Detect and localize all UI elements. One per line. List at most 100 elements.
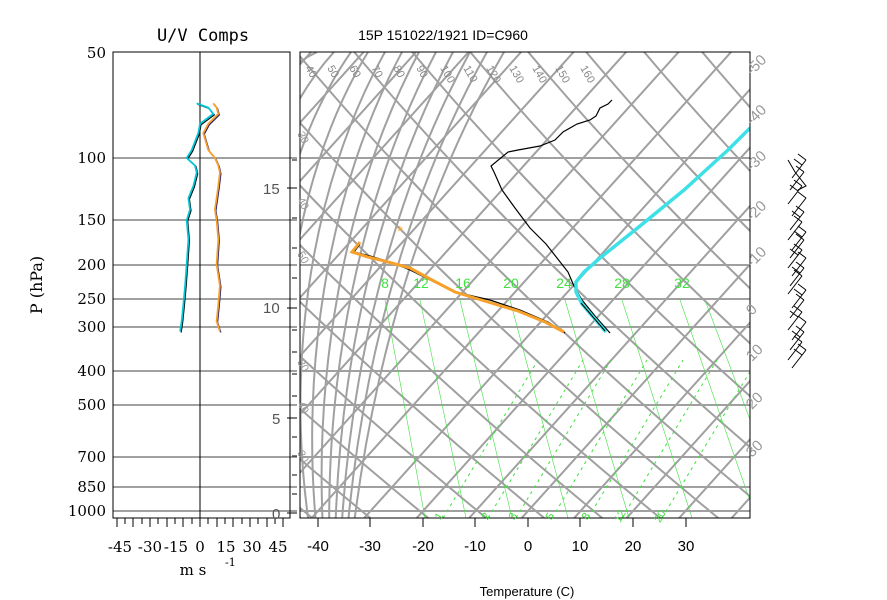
mixing-ratio-line <box>419 299 467 518</box>
lower-mix-label-8: 8 <box>580 511 593 522</box>
p-label-850: 850 <box>77 478 106 496</box>
temp-label-m10: -10 <box>464 538 486 555</box>
barb-staff <box>791 197 807 217</box>
p-label-50: 50 <box>87 44 106 62</box>
barb-staff <box>791 321 807 341</box>
isotherm <box>300 52 628 416</box>
barb-flag <box>797 251 807 259</box>
barb-staff <box>787 311 803 331</box>
theta-arc <box>320 52 420 518</box>
mixing-label-24: 24 <box>556 275 572 291</box>
dry-adiabat <box>352 52 750 449</box>
theta-label-130: 130 <box>506 64 526 86</box>
theta-arc <box>300 52 369 518</box>
skewt-profiles <box>349 99 750 334</box>
mixing-ratio-line <box>564 299 630 518</box>
barb-staff <box>789 239 805 259</box>
theta-label-60: 60 <box>346 64 363 81</box>
isotherm <box>300 52 418 183</box>
barb-flag <box>795 293 805 301</box>
theta-label-80: 80 <box>390 64 407 81</box>
uv-x-labels: -45 -30 -15 0 15 30 45 <box>108 538 288 556</box>
uv-x-label-30: 30 <box>242 538 261 556</box>
temp-ticks <box>317 518 687 527</box>
dry-adiabat <box>300 54 750 498</box>
theta-label-90: 90 <box>413 64 430 81</box>
saturated-mix-line <box>661 370 750 518</box>
uv-xlabel-exponent: -1 <box>225 556 236 569</box>
skewt-frame <box>299 51 751 519</box>
uv-series-1-shadow <box>203 103 222 333</box>
mixing-ratio-line <box>679 299 750 502</box>
lower-mix-label-1: 1 <box>433 511 446 522</box>
height-label-15: 15 <box>263 181 280 198</box>
p-label-200: 200 <box>77 256 106 274</box>
mixing-label-8: 8 <box>381 275 389 291</box>
mixing-label-32: 32 <box>674 275 690 291</box>
mixing-ratio-line <box>509 299 569 518</box>
barb-flag <box>793 269 803 277</box>
barb-staff <box>791 349 807 369</box>
barb-flag <box>789 248 799 256</box>
dry-adiabat <box>300 243 604 518</box>
mixing-ratio-labels: 8 12 16 20 24 28 32 <box>381 275 690 291</box>
uv-series-0 <box>179 102 215 332</box>
barb-staff <box>789 211 805 231</box>
dry-adiabat <box>833 0 887 560</box>
isotherm <box>300 52 523 300</box>
dry-adiabat <box>300 457 372 518</box>
mixing-ratio-line <box>384 299 426 518</box>
dry-adiabat <box>642 52 750 173</box>
barb-flag <box>793 335 803 343</box>
barb-flag <box>797 283 807 291</box>
barb-staff <box>789 331 805 351</box>
temp-label-10: 10 <box>572 538 589 555</box>
lower-mix-label-20: 20 <box>652 508 669 525</box>
uv-x-label-15: 15 <box>216 538 235 556</box>
barb-flag <box>793 215 803 223</box>
mixing-ratio-line <box>459 299 513 518</box>
dry-adiabat <box>526 52 750 290</box>
uv-profiles <box>179 102 222 333</box>
dry-adiabat <box>775 0 887 560</box>
barb-flag <box>793 158 803 166</box>
uv-pressure-grid <box>113 157 297 512</box>
temp-label-20: 20 <box>625 538 642 555</box>
temp-label-0: 0 <box>524 538 532 555</box>
side-label-0: 30 <box>294 130 311 147</box>
isotherm <box>625 379 750 518</box>
height-labels: 15 10 5 0 <box>263 181 280 523</box>
dry-adiabat <box>717 0 887 560</box>
uv-xlabel: m s <box>180 561 207 579</box>
side-label-4: 40 <box>294 400 311 417</box>
isotherm <box>415 146 750 518</box>
p-label-300: 300 <box>77 318 106 336</box>
theta-arc <box>300 52 335 101</box>
barb-flag <box>793 243 803 251</box>
p-label-700: 700 <box>77 448 106 466</box>
barb-flag <box>791 210 801 218</box>
theta-arc <box>300 52 386 518</box>
barb-top <box>787 159 807 191</box>
dry-label-0: -50 <box>743 51 770 78</box>
saturated-mix-line <box>515 359 612 518</box>
dry-label-5: 0 <box>743 301 761 319</box>
dry-adiabat <box>300 300 546 518</box>
theta-label-70: 70 <box>368 64 385 81</box>
saturated-mix-line <box>442 359 539 518</box>
isotherm <box>677 437 750 518</box>
temp-label-30: 30 <box>678 538 695 555</box>
barb-staff <box>791 159 807 179</box>
side-label-3: 30 <box>294 358 311 375</box>
uv-series-0-shadow <box>180 103 216 333</box>
barb-flag <box>795 325 805 333</box>
skewt-xlabel: Temperature (C) <box>480 584 575 599</box>
isotherm <box>730 496 750 518</box>
theta-label-40: 40 <box>302 64 319 81</box>
dry-label-1: -40 <box>743 101 770 128</box>
saturated-mix-line <box>487 359 584 518</box>
saturated-mix-line <box>551 359 648 518</box>
uv-x-label-0: 0 <box>195 538 205 556</box>
uv-series-1 <box>202 102 221 332</box>
